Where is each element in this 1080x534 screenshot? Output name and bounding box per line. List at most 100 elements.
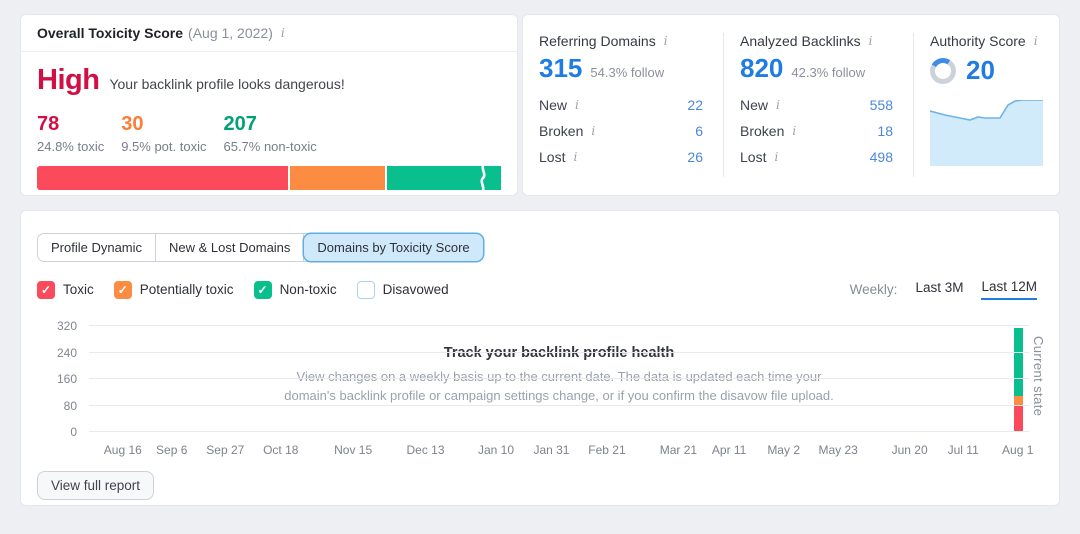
toxicity-level-row: High Your backlink profile looks dangero… xyxy=(37,64,501,97)
panel-tabs: Profile Dynamic New & Lost Domains Domains… xyxy=(37,233,484,262)
checkbox-icon[interactable]: ✓ xyxy=(253,280,272,299)
x-tick-label: May 2 xyxy=(767,443,800,457)
authority-score-value: 20 xyxy=(966,55,995,85)
filter-label: Non-toxic xyxy=(279,282,337,297)
current-state-segment-non-toxic xyxy=(1014,327,1023,397)
x-tick-label: Jun 20 xyxy=(891,443,928,457)
summary-row-label-text: Broken xyxy=(740,123,785,139)
summary-row-label: Lost i xyxy=(539,149,580,165)
toxicity-score-chart: Track your backlink profile health View … xyxy=(37,312,1046,457)
range-option-last-12m[interactable]: Last 12M xyxy=(981,279,1037,300)
summary-row-label-text: New xyxy=(740,97,769,113)
info-icon[interactable]: i xyxy=(774,150,779,164)
current-state-segment-toxic xyxy=(1014,406,1023,432)
info-icon[interactable]: i xyxy=(280,26,285,40)
chart-empty-state-message: Track your backlink profile health View … xyxy=(89,345,1029,405)
y-tick-label: 80 xyxy=(63,398,77,413)
toxicity-stats-row: 78 24.8% toxic 30 9.5% pot. toxic 207 65.7% n… xyxy=(37,113,501,154)
toxicity-card-body: High Your backlink profile looks dangero… xyxy=(21,52,517,206)
summary-value-row: 315 54.3% follow xyxy=(539,53,703,84)
authority-title-row: Authority Score i xyxy=(930,33,1043,49)
x-tick-label: Mar 21 xyxy=(659,443,698,457)
toxicity-gauge-bar xyxy=(37,163,501,193)
summary-title-row: Analyzed Backlinks i xyxy=(740,33,893,49)
summary-title: Analyzed Backlinks xyxy=(740,33,861,49)
referring-domains-column: Referring Domains i 315 54.3% follow New i 22 B… xyxy=(523,33,723,177)
info-icon[interactable]: i xyxy=(792,124,797,138)
toxicity-card-header: Overall Toxicity Score (Aug 1, 2022) i xyxy=(21,15,517,52)
top-summary-row: Overall Toxicity Score (Aug 1, 2022) i H… xyxy=(20,14,1060,196)
tab-profile-dynamic[interactable]: Profile Dynamic xyxy=(38,234,157,261)
authority-value-row: 20 xyxy=(930,55,1043,86)
summary-row-label: New i xyxy=(539,97,582,113)
summary-row-new: New i 22 xyxy=(539,97,703,113)
toxicity-level-note: Your backlink profile looks dangerous! xyxy=(109,76,345,92)
stat-label: 24.8% toxic xyxy=(37,139,105,154)
filter-non-toxic[interactable]: ✓ Non-toxic xyxy=(253,280,337,299)
info-icon[interactable]: i xyxy=(573,150,578,164)
stat-label: 9.5% pot. toxic xyxy=(121,139,207,154)
empty-state-line1: View changes on a weekly basis up to the… xyxy=(296,369,822,384)
summary-title-row: Referring Domains i xyxy=(539,33,703,49)
toxicity-filters: ✓ Toxic ✓ Potentially toxic ✓ Non-toxic Disavo… xyxy=(37,280,449,299)
summary-row-value: 558 xyxy=(869,97,893,113)
toxicity-trend-panel: Profile Dynamic New & Lost Domains Domains… xyxy=(20,210,1060,506)
gridline-80 xyxy=(89,404,1029,406)
checkbox-icon[interactable] xyxy=(356,280,375,299)
empty-state-title: Track your backlink profile health xyxy=(443,345,675,361)
y-tick-label: 240 xyxy=(56,345,77,360)
current-state-bar xyxy=(1014,327,1023,432)
info-icon[interactable]: i xyxy=(776,98,780,112)
toxicity-stat: 78 24.8% toxic xyxy=(37,113,104,154)
filter-disavowed[interactable]: Disavowed xyxy=(356,280,449,299)
toxicity-level: High xyxy=(37,64,100,96)
y-tick-label: 160 xyxy=(56,372,77,386)
x-tick-label: Jan 10 xyxy=(478,443,515,457)
summary-value: 315 xyxy=(539,53,583,83)
x-tick-label: Oct 18 xyxy=(263,443,299,457)
filter-toxic[interactable]: ✓ Toxic xyxy=(37,280,94,299)
info-icon[interactable]: i xyxy=(591,124,596,138)
info-icon[interactable]: i xyxy=(868,34,873,48)
filter-label: Toxic xyxy=(63,282,94,297)
x-tick-label: May 23 xyxy=(818,443,858,457)
range-label: Weekly: xyxy=(849,282,898,297)
range-option-last-3m[interactable]: Last 3M xyxy=(915,280,964,295)
current-state-segment-potentially-toxic xyxy=(1014,396,1023,407)
checkbox-icon[interactable]: ✓ xyxy=(113,280,132,299)
info-icon[interactable]: i xyxy=(1033,34,1038,48)
summary-value: 820 xyxy=(740,53,784,83)
gridline-160 xyxy=(89,378,1029,379)
backlink-audit-dashboard: Overall Toxicity Score (Aug 1, 2022) i H… xyxy=(0,14,1080,506)
summary-row-value: 26 xyxy=(687,149,703,165)
filter-potentially-toxic[interactable]: ✓ Potentially toxic xyxy=(113,280,234,299)
summary-row-value: 18 xyxy=(877,123,893,139)
toxicity-card-date: (Aug 1, 2022) xyxy=(188,25,273,41)
potentially-toxic-zone xyxy=(289,166,385,190)
filter-label: Potentially toxic xyxy=(139,282,234,297)
toxicity-stat: 207 65.7% non-toxic xyxy=(223,113,316,154)
view-full-report-button[interactable]: View full report xyxy=(37,471,155,500)
summary-rows: New i 22 Broken i 6 Lost i 26 xyxy=(539,97,703,165)
x-tick-label: Sep 27 xyxy=(206,443,245,457)
summary-row-broken: Broken i 18 xyxy=(740,123,893,139)
x-tick-label: Jan 31 xyxy=(533,443,570,457)
date-range-switch: Weekly: Last 3M Last 12M xyxy=(850,279,1037,300)
x-tick-label: Feb 21 xyxy=(588,443,626,457)
summary-row-lost: Lost i 26 xyxy=(539,149,703,165)
tab-domains-by-toxicity-score[interactable]: Domains by Toxicity Score xyxy=(304,234,483,261)
summary-row-label: Lost i xyxy=(740,149,781,165)
x-tick-label: Dec 13 xyxy=(406,443,445,457)
info-icon[interactable]: i xyxy=(575,98,579,112)
checkbox-icon[interactable]: ✓ xyxy=(37,280,55,299)
gridline-0 xyxy=(89,431,1029,432)
info-icon[interactable]: i xyxy=(663,34,668,48)
stat-value: 30 xyxy=(121,113,144,135)
filter-label: Disavowed xyxy=(382,282,449,297)
authority-score-ring xyxy=(930,57,956,84)
authority-title: Authority Score xyxy=(930,33,1026,49)
summary-row-label-text: Lost xyxy=(740,149,767,165)
tab-new-lost-domains[interactable]: New & Lost Domains xyxy=(156,234,305,261)
empty-state-body: View changes on a weekly basis up to the… xyxy=(89,367,1029,405)
summary-row-label: Broken i xyxy=(740,123,799,139)
